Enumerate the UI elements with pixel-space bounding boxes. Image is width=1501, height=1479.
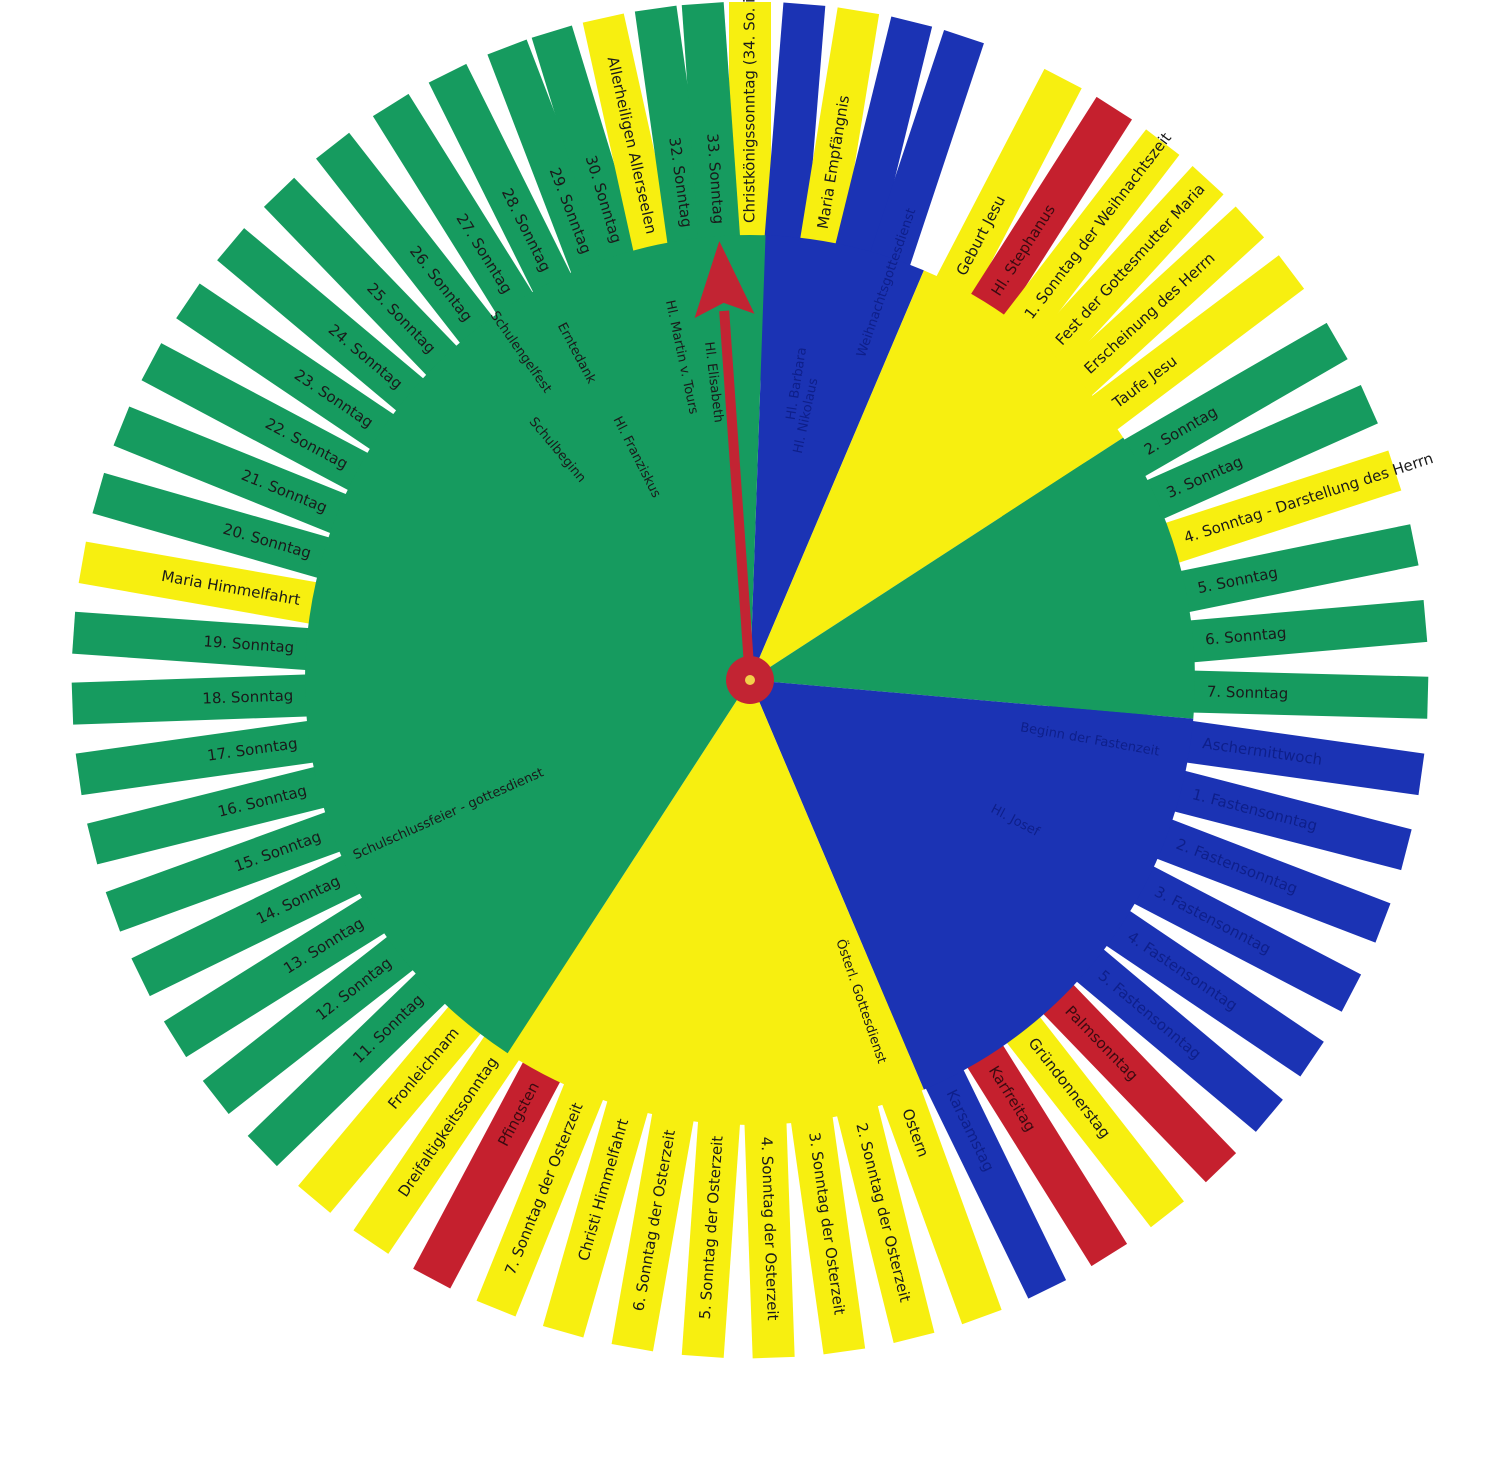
pointer-head (694, 241, 755, 318)
pointer-arm (694, 241, 755, 681)
season-sector (750, 270, 1124, 680)
season-sector (305, 235, 766, 1054)
season-sector (750, 680, 1194, 1090)
feast-label: 7. Sonntag (1207, 682, 1289, 702)
pointer-arrow[interactable] (689, 239, 780, 704)
season-sector (750, 437, 1195, 719)
season-disc (305, 235, 1195, 1126)
feast-label: Christkönigssonntag (34. So. i. J.) (741, 0, 759, 223)
season-sector (750, 235, 924, 680)
season-sector (507, 680, 924, 1126)
pointer-shaft (719, 310, 755, 681)
feast-label: 18. Sonntag (202, 686, 294, 707)
pointer-pin (745, 675, 755, 685)
